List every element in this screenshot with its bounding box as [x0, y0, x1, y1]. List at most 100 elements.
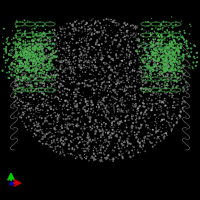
Point: [167, 64, 170, 68]
Point: [165, 45, 168, 48]
Point: [168, 94, 171, 97]
Point: [73, 72, 76, 76]
Point: [118, 122, 121, 125]
Point: [48, 55, 51, 58]
Point: [172, 59, 176, 62]
Point: [93, 22, 96, 25]
Point: [100, 144, 103, 147]
Point: [34, 69, 38, 72]
Point: [69, 40, 72, 43]
Point: [150, 17, 153, 20]
Point: [33, 89, 36, 93]
Point: [160, 55, 163, 58]
Point: [37, 48, 40, 51]
Point: [137, 73, 140, 76]
Point: [110, 112, 114, 115]
Point: [169, 55, 172, 58]
Point: [96, 157, 99, 160]
Point: [83, 127, 86, 130]
Point: [75, 124, 78, 127]
Point: [31, 94, 34, 97]
Point: [170, 15, 173, 19]
Point: [163, 57, 166, 60]
Point: [139, 111, 142, 115]
Point: [162, 75, 166, 78]
Point: [119, 110, 122, 113]
Point: [126, 137, 129, 140]
Point: [131, 94, 134, 98]
Point: [69, 130, 72, 133]
Point: [139, 145, 142, 148]
Point: [133, 54, 136, 57]
Point: [101, 67, 104, 70]
Point: [86, 50, 89, 54]
Point: [56, 118, 60, 122]
Point: [142, 58, 146, 61]
Point: [28, 77, 32, 80]
Point: [54, 131, 57, 134]
Point: [66, 88, 70, 91]
Point: [85, 42, 88, 45]
Point: [116, 145, 120, 148]
Point: [120, 142, 123, 145]
Point: [102, 69, 105, 72]
Point: [150, 109, 153, 112]
Point: [121, 110, 124, 113]
Point: [130, 107, 133, 110]
Point: [92, 107, 95, 110]
Point: [150, 133, 153, 137]
Point: [154, 126, 158, 129]
Point: [147, 126, 150, 130]
Point: [134, 102, 137, 105]
Point: [146, 134, 149, 138]
Point: [68, 54, 71, 57]
Point: [116, 73, 119, 76]
Point: [14, 100, 17, 103]
Point: [185, 44, 189, 48]
Point: [45, 53, 49, 56]
Point: [151, 51, 155, 54]
Point: [85, 103, 88, 106]
Point: [165, 59, 168, 62]
Point: [153, 136, 156, 139]
Point: [174, 103, 178, 107]
Point: [139, 42, 142, 45]
Point: [41, 72, 44, 75]
Point: [124, 24, 127, 27]
Point: [15, 55, 18, 58]
Point: [77, 41, 80, 44]
Point: [180, 55, 183, 58]
Point: [158, 94, 161, 97]
Point: [18, 46, 21, 49]
Point: [177, 76, 180, 79]
Point: [185, 92, 188, 95]
Point: [35, 45, 38, 48]
Point: [17, 85, 20, 88]
Point: [136, 74, 139, 77]
Point: [20, 54, 23, 58]
Point: [176, 77, 179, 80]
Point: [140, 71, 143, 74]
Point: [39, 89, 42, 92]
Point: [108, 63, 111, 66]
Point: [126, 77, 129, 80]
Point: [22, 85, 25, 89]
Point: [166, 55, 169, 58]
Point: [69, 103, 72, 106]
Point: [180, 65, 183, 68]
Point: [84, 99, 88, 103]
Point: [99, 130, 102, 133]
Point: [146, 43, 149, 46]
Point: [155, 122, 158, 125]
Point: [75, 105, 78, 108]
Point: [109, 45, 112, 49]
Point: [45, 132, 48, 135]
Point: [76, 102, 79, 105]
Point: [132, 152, 135, 155]
Point: [30, 53, 33, 56]
Point: [140, 50, 144, 53]
Point: [139, 66, 143, 69]
Point: [149, 77, 152, 80]
Point: [168, 91, 172, 94]
Point: [59, 100, 62, 103]
